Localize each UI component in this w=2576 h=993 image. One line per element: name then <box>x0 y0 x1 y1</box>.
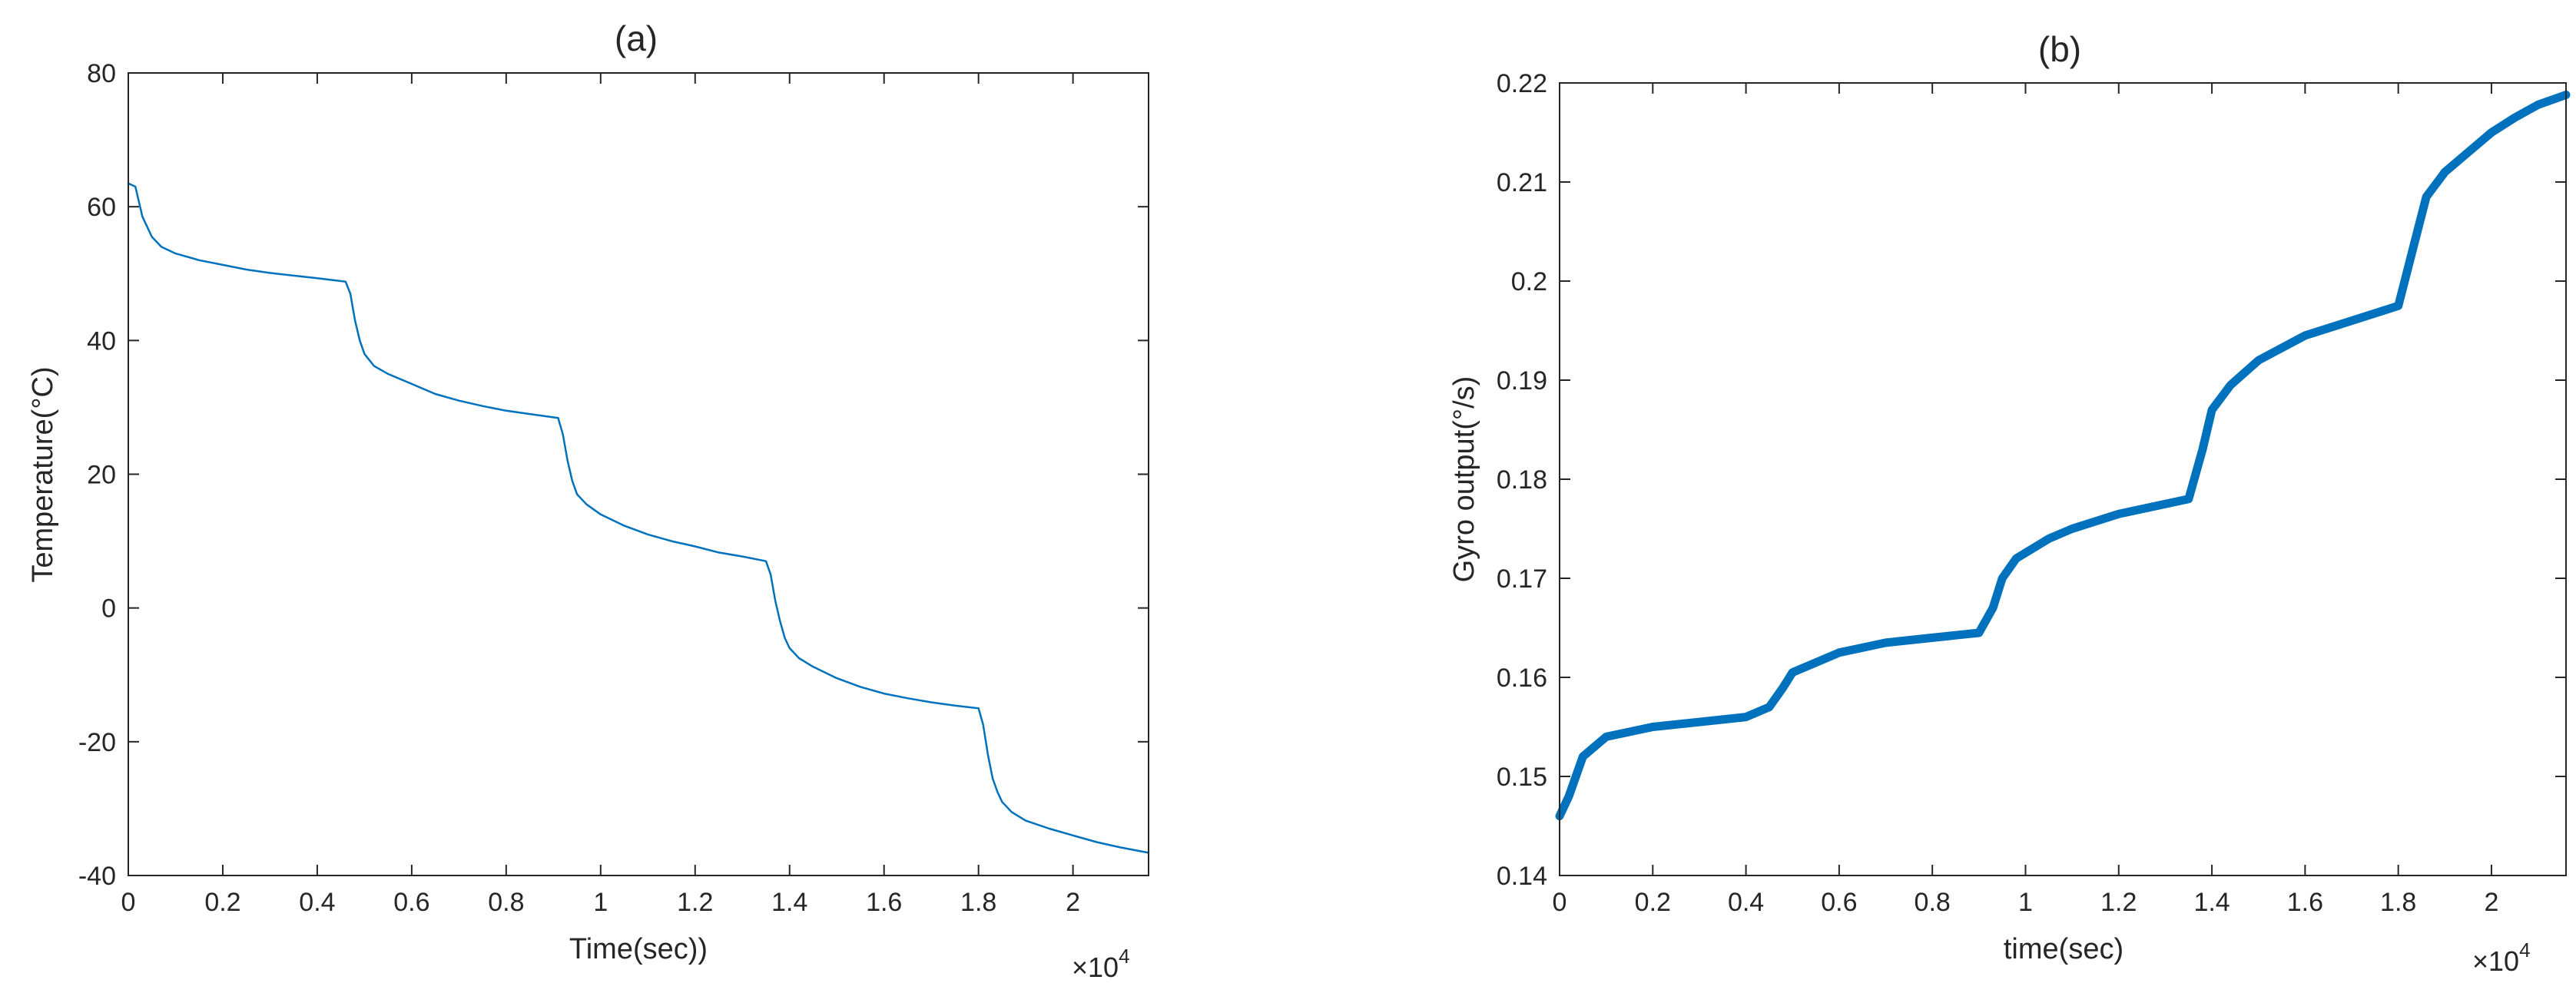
y-tick-label: 20 <box>87 461 116 490</box>
y-tick-label: 60 <box>87 193 116 222</box>
x-tick-label: 1.4 <box>2193 888 2230 917</box>
panel-a-ylabel: Temperature(°C) <box>27 366 59 582</box>
x-tick-label: 1 <box>2018 888 2033 917</box>
x-tick-label: 1.8 <box>960 888 996 917</box>
panel-a-plot <box>127 182 1150 854</box>
panel-a-series-line <box>127 182 1150 854</box>
x-tick-label: 1.6 <box>2287 888 2323 917</box>
x-tick-label: 0.4 <box>299 888 335 917</box>
panel-b: (b) 0 0.2 0.4 0.6 0.8 1 1.2 1.4 1.6 1.8 20.140.150… <box>1448 29 2571 977</box>
x-tick-label: 1.8 <box>2380 888 2416 917</box>
y-tick-label: -20 <box>78 728 116 757</box>
y-tick-label: 0.14 <box>1497 862 1547 891</box>
y-tick-label: 0.21 <box>1497 168 1547 197</box>
x-tick-label: 2 <box>2485 888 2499 917</box>
x-tick-label: 1.4 <box>771 888 807 917</box>
y-tick-label: -40 <box>78 862 116 891</box>
panel-a-title: (a) <box>615 18 658 58</box>
panel-b-plot <box>1555 91 2571 821</box>
y-tick-label: 0.15 <box>1497 763 1547 792</box>
panel-a: (a) 0 0.2 0.4 0.6 0.8 1 1.2 1.4 1.6 1.8 2 -40 -20 0 20… <box>27 18 1150 983</box>
x-tick-label: 0.6 <box>393 888 429 917</box>
y-tick-label: 0.19 <box>1497 366 1547 396</box>
x-tick-label: 0 <box>121 888 136 917</box>
y-tick-label: 0.16 <box>1497 664 1547 693</box>
panel-b-x-multiplier: ×104 <box>2472 938 2531 977</box>
panel-b-title: (b) <box>2038 29 2081 69</box>
x-tick-label: 1.2 <box>2100 888 2137 917</box>
y-tick-label: 0.17 <box>1497 564 1547 594</box>
x-tick-label: 0 <box>1553 888 1567 917</box>
x-tick-label: 0.4 <box>1728 888 1764 917</box>
y-tick-label: 40 <box>87 326 116 356</box>
panel-a-ticks: 0 0.2 0.4 0.6 0.8 1 1.2 1.4 1.6 1.8 2 -40 -20 0 20 40 60… <box>78 59 1149 917</box>
x-tick-label: 0.6 <box>1821 888 1857 917</box>
y-tick-label: 80 <box>87 59 116 88</box>
x-tick-label: 0.8 <box>488 888 524 917</box>
panel-a-x-multiplier: ×104 <box>1072 945 1130 983</box>
x-tick-label: 0.8 <box>1915 888 1951 917</box>
x-tick-label: 1.6 <box>866 888 902 917</box>
x-tick-label: 1.2 <box>677 888 713 917</box>
x-tick-label: 0.2 <box>204 888 240 917</box>
y-tick-label: 0.18 <box>1497 465 1547 495</box>
x-tick-label: 0.2 <box>1635 888 1671 917</box>
x-tick-label: 2 <box>1066 888 1080 917</box>
y-tick-label: 0.2 <box>1511 267 1547 296</box>
panel-a-xlabel: Time(sec)) <box>569 933 708 965</box>
panel-b-ticks: 0 0.2 0.4 0.6 0.8 1 1.2 1.4 1.6 1.8 2 0.14 0.15 0.16 0… <box>1497 69 2566 917</box>
y-tick-label: 0.22 <box>1497 69 1547 98</box>
x-tick-label: 1 <box>593 888 608 917</box>
y-tick-label: 0 <box>101 594 116 624</box>
panel-b-series-line <box>1555 91 2571 821</box>
panel-b-xlabel: time(sec) <box>2004 933 2123 965</box>
panel-b-ylabel: Gyro output(°/s) <box>1448 376 1480 583</box>
